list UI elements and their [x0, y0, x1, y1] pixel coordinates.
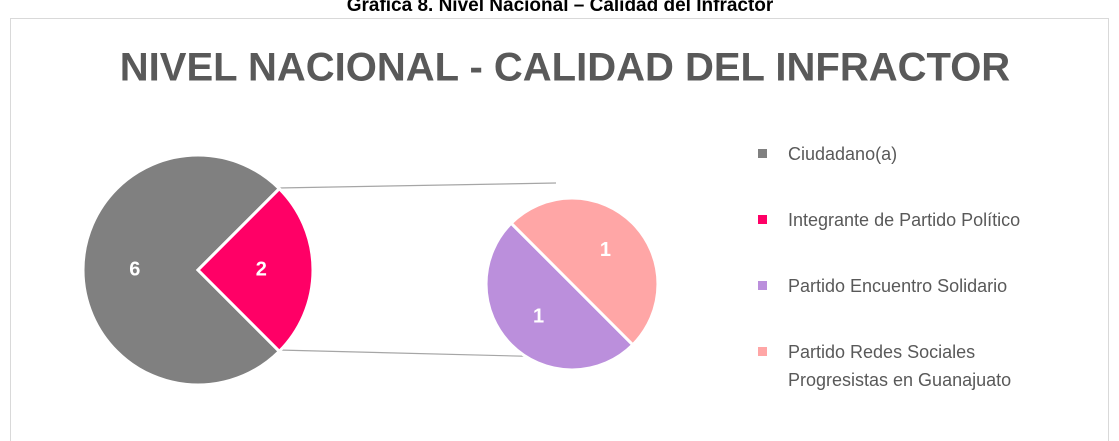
data-label: 1	[533, 306, 544, 328]
legend-label: Ciudadano(a)	[788, 144, 898, 164]
data-label: 1	[600, 239, 611, 261]
chart-title: NIVEL NACIONAL - CALIDAD DEL INFRACTOR	[120, 46, 1011, 90]
pie-slice	[195, 186, 315, 354]
legend-swatch	[758, 281, 767, 290]
chart-border	[10, 18, 1109, 441]
data-label: 2	[256, 258, 267, 280]
legend-label: Partido Redes Sociales Progresistas en G…	[788, 342, 1012, 390]
legend-item: Partido Redes Sociales Progresistas en G…	[756, 338, 1018, 394]
legend-item: Partido Encuentro Solidario	[756, 272, 1020, 300]
legend-item: Ciudadano(a)	[756, 140, 1020, 168]
legend-label: Integrante de Partido Político	[788, 210, 1021, 230]
legend-item: Integrante de Partido Político	[756, 206, 1020, 234]
pie-slice	[509, 196, 660, 347]
legend-swatch	[758, 215, 767, 224]
connector	[277, 182, 557, 189]
legend-swatch	[758, 149, 767, 158]
legend-swatch	[758, 347, 767, 356]
pie-slice	[81, 153, 282, 387]
connector	[277, 349, 557, 358]
data-label: 6	[129, 258, 140, 280]
caption: Gráfica 8. Nivel Nacional – Calidad del …	[347, 0, 774, 16]
legend: Ciudadano(a) Integrante de Partido Políti…	[756, 140, 1020, 432]
legend-label: Partido Encuentro Solidario	[788, 276, 1008, 296]
pie-slice	[484, 221, 635, 372]
